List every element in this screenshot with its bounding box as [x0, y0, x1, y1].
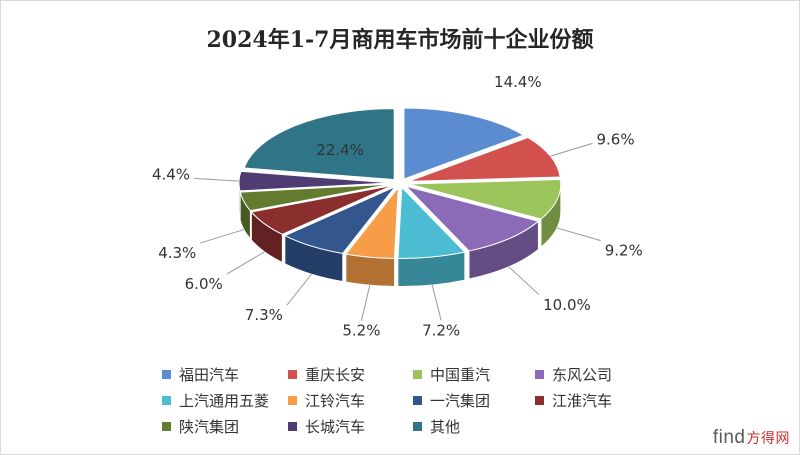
legend-label: 重庆长安: [305, 366, 366, 384]
legend-item: 陕汽集团: [162, 416, 239, 437]
leader-line-5: [360, 285, 371, 321]
pie-labels: 14.4% 9.6% 9.2% 10.0% 7.2% 5.2% 7.3% 6.0% 4.3% 4.…: [152, 73, 643, 340]
legend-swatch: [288, 396, 297, 405]
leader-line-3: [508, 266, 540, 296]
data-label-8: 4.3%: [158, 244, 196, 262]
leader-line-1: [550, 142, 593, 157]
data-label-7: 6.0%: [185, 275, 223, 293]
slice-9: [238, 170, 392, 192]
legend-label: 其他: [430, 418, 461, 436]
legend-label: 上汽通用五菱: [179, 392, 270, 410]
slice-3: [404, 185, 540, 252]
legend-label: 江淮汽车: [552, 392, 613, 410]
legend-item: 上汽通用五菱: [162, 390, 269, 411]
legend-item: 一汽集团: [413, 390, 490, 411]
slice-4: [397, 186, 466, 259]
data-label-9: 4.4%: [152, 165, 190, 183]
data-label-6: 7.3%: [245, 306, 283, 324]
leader-line-2: [556, 227, 601, 242]
legend-item: 中国重汽: [413, 364, 490, 385]
legend-swatch: [162, 422, 171, 431]
watermark-suffix: 方得网: [746, 430, 790, 446]
legend-label: 江铃汽车: [305, 392, 366, 410]
legend-item: 福田汽车: [162, 364, 239, 385]
legend-label: 一汽集团: [430, 392, 491, 410]
slice-0: [403, 107, 525, 180]
pie-sides: [238, 182, 562, 287]
data-label-1: 9.6%: [596, 130, 634, 148]
slice-side-5: [345, 253, 395, 287]
legend-swatch: [288, 370, 297, 379]
legend-swatch: [535, 370, 544, 379]
chart-title: 2024年1-7月商用车市场前十企业份额: [206, 27, 594, 53]
slice-2: [408, 179, 562, 220]
slice-7: [250, 184, 393, 235]
data-label-10: 22.4%: [316, 141, 364, 159]
data-label-5: 5.2%: [342, 322, 380, 340]
legend-swatch: [413, 422, 422, 431]
watermark-text: find: [712, 427, 746, 448]
legend-swatch: [413, 396, 422, 405]
slice-6: [283, 186, 396, 254]
legend-item: 其他: [413, 416, 460, 437]
legend-swatch: [413, 370, 422, 379]
leader-line-7: [226, 251, 265, 275]
slice-10: [243, 108, 395, 181]
legend-swatch: [162, 396, 171, 405]
legend-swatch: [288, 422, 297, 431]
legend-label: 中国重汽: [430, 366, 491, 384]
watermark: find方得网: [713, 427, 790, 449]
leader-line-8: [200, 229, 245, 244]
legend-item: 长城汽车: [288, 416, 365, 437]
slice-1: [408, 136, 561, 182]
leader-line-6: [286, 273, 312, 306]
data-label-2: 9.2%: [605, 242, 643, 260]
data-label-3: 10.0%: [543, 296, 591, 314]
data-label-4: 7.2%: [422, 321, 460, 339]
leader-line-9: [194, 177, 240, 182]
legend-label: 福田汽车: [179, 366, 240, 384]
legend-item: 江铃汽车: [288, 390, 365, 411]
legend-swatch: [535, 396, 544, 405]
legend-item: 东风公司: [535, 364, 612, 385]
slice-8: [239, 183, 392, 212]
slice-5: [345, 185, 399, 259]
legend-item: 江淮汽车: [535, 390, 612, 411]
leader-line-4: [431, 284, 442, 321]
legend-label: 东风公司: [552, 366, 613, 384]
legend-swatch: [162, 370, 171, 379]
legend-item: 重庆长安: [288, 364, 365, 385]
data-label-0: 14.4%: [494, 73, 542, 91]
legend-label: 陕汽集团: [179, 418, 240, 436]
legend-label: 长城汽车: [305, 418, 366, 436]
pie-tops: [238, 107, 562, 259]
